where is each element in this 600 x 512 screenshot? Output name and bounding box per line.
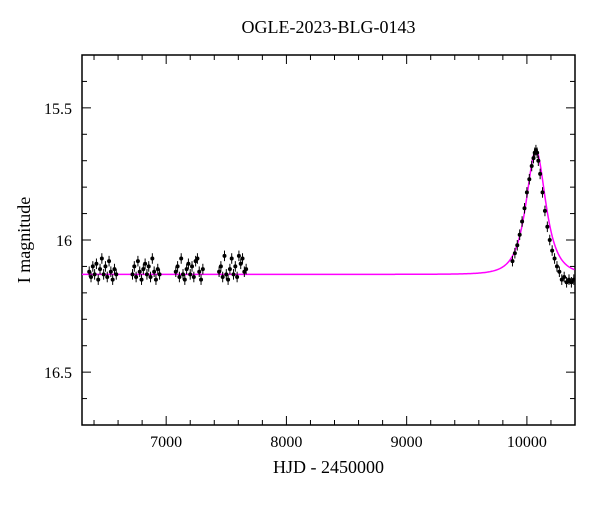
data-point xyxy=(111,278,115,282)
data-point xyxy=(114,272,118,276)
y-tick-label: 16.5 xyxy=(44,365,72,382)
data-point xyxy=(244,267,248,271)
x-tick-label: 9000 xyxy=(391,434,423,451)
data-point xyxy=(545,225,549,229)
data-point xyxy=(199,278,203,282)
data-point xyxy=(228,267,232,271)
data-point xyxy=(154,278,158,282)
x-tick-label: 7000 xyxy=(150,434,182,451)
data-point xyxy=(219,264,223,268)
data-point xyxy=(143,262,147,266)
data-point xyxy=(535,151,539,155)
data-point xyxy=(89,275,93,279)
data-point xyxy=(96,278,100,282)
data-point xyxy=(140,278,144,282)
data-point xyxy=(513,251,517,255)
data-point xyxy=(91,264,95,268)
data-point xyxy=(109,270,113,274)
data-point xyxy=(102,272,106,276)
data-point xyxy=(543,209,547,213)
data-point xyxy=(150,257,154,261)
data-point xyxy=(192,275,196,279)
data-point xyxy=(177,275,181,279)
data-point xyxy=(131,272,135,276)
data-point xyxy=(152,270,156,274)
data-point xyxy=(515,243,519,247)
data-point xyxy=(233,264,237,268)
data-point xyxy=(138,270,142,274)
data-point xyxy=(98,267,102,271)
chart-container: { "chart": { "type": "scatter-with-line"… xyxy=(0,0,600,512)
data-point xyxy=(230,257,234,261)
data-point xyxy=(176,264,180,268)
data-point xyxy=(557,270,561,274)
data-point xyxy=(237,254,241,258)
data-point xyxy=(100,257,104,261)
data-point xyxy=(510,259,514,263)
y-axis-label: I magnitude xyxy=(14,197,34,283)
data-point xyxy=(179,257,183,261)
x-tick-label: 10000 xyxy=(507,434,547,451)
data-point xyxy=(105,275,109,279)
data-point xyxy=(136,259,140,263)
data-point xyxy=(132,264,136,268)
lightcurve-plot: OGLE-2023-BLG-0143 7000 8000 9000 10000 15.5 1… xyxy=(0,0,600,512)
data-point xyxy=(520,220,524,224)
data-point xyxy=(518,233,522,237)
data-point xyxy=(226,278,230,282)
data-point xyxy=(93,272,97,276)
data-point xyxy=(201,267,205,271)
x-axis-label: HJD - 2450000 xyxy=(273,457,384,477)
data-point xyxy=(107,259,111,263)
data-point xyxy=(522,206,526,210)
data-point xyxy=(527,177,531,181)
data-point xyxy=(221,275,225,279)
data-point xyxy=(562,275,566,279)
data-point xyxy=(145,272,149,276)
data-point xyxy=(197,270,201,274)
data-point xyxy=(222,254,226,258)
data-point xyxy=(548,238,552,242)
x-tick-label: 8000 xyxy=(270,434,302,451)
data-point xyxy=(186,262,190,266)
data-point xyxy=(134,275,138,279)
data-point xyxy=(188,272,192,276)
data-point xyxy=(555,264,559,268)
data-point xyxy=(541,190,545,194)
data-point xyxy=(94,262,98,266)
data-point xyxy=(183,278,187,282)
data-point xyxy=(530,164,534,168)
data-point xyxy=(190,264,194,268)
data-point xyxy=(195,257,199,261)
data-point xyxy=(550,249,554,253)
data-point xyxy=(235,275,239,279)
data-point xyxy=(536,159,540,163)
data-point xyxy=(149,275,153,279)
data-point xyxy=(158,272,162,276)
data-point xyxy=(147,264,151,268)
data-point xyxy=(241,257,245,261)
data-point xyxy=(525,190,529,194)
data-point xyxy=(553,257,557,261)
chart-title: OGLE-2023-BLG-0143 xyxy=(242,17,416,37)
data-point xyxy=(538,172,542,176)
data-point xyxy=(232,272,236,276)
y-tick-label: 15.5 xyxy=(44,101,72,118)
y-tick-label: 16 xyxy=(56,233,72,250)
data-point xyxy=(103,264,107,268)
